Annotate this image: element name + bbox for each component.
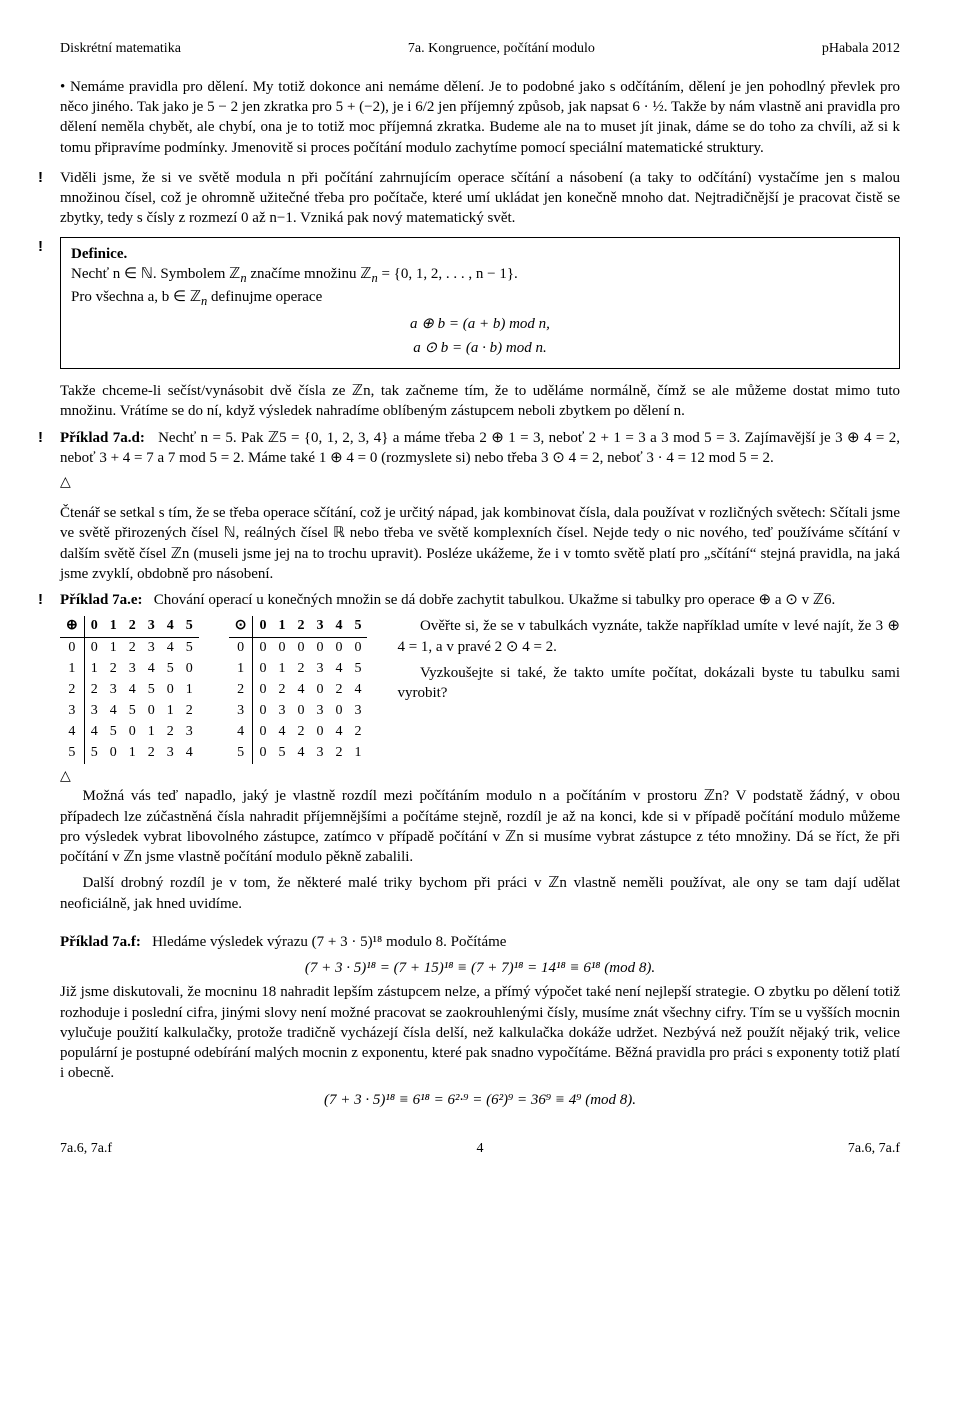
example-7ae-side1: Ověřte si, že se v tabulkách vyznáte, ta…: [397, 616, 900, 657]
header-left: Diskrétní matematika: [60, 40, 181, 59]
addition-table: ⊕012345001234511234502234501334501244501…: [60, 616, 199, 763]
definition-eq1: a ⊕ b = (a + b) mod n,: [71, 314, 889, 334]
paragraph-after-def: Takže chceme-li sečíst/vynásobit dvě čís…: [60, 381, 900, 422]
footer-left: 7a.6, 7a.f: [60, 1140, 112, 1159]
header-right: pHabala 2012: [822, 40, 900, 59]
example-7af-label: Příklad 7a.f:: [60, 934, 141, 950]
example-7ad: Příklad 7a.d: Nechť n = 5. Pak ℤ5 = {0, …: [60, 428, 900, 493]
footer-right: 7a.6, 7a.f: [848, 1140, 900, 1159]
page-footer: 7a.6, 7a.f 4 7a.6, 7a.f: [60, 1140, 900, 1159]
paragraph-operations-worlds: Čtenář se setkal s tím, že se třeba oper…: [60, 503, 900, 584]
paragraph-modula-world: Viděli jsme, že si ve světě modula n při…: [60, 168, 900, 229]
example-7af-text: Již jsme diskutovali, že mocninu 18 nahr…: [60, 982, 900, 1083]
paragraph-bullet-division: Nemáme pravidla pro dělení. My totiž dok…: [60, 77, 900, 158]
footer-center: 4: [477, 1140, 484, 1159]
example-7ae: Příklad 7a.e: Chování operací u konečnýc…: [60, 590, 900, 786]
definition-eq2: a ⊙ b = (a · b) mod n.: [71, 338, 889, 358]
example-7af: Příklad 7a.f: Hledáme výsledek výrazu (7…: [60, 932, 900, 1110]
triangle-icon: △: [60, 768, 900, 787]
paragraph-difference-modulo: Možná vás teď napadlo, jaký je vlastně r…: [60, 786, 900, 867]
example-7ad-text: Nechť n = 5. Pak ℤ5 = {0, 1, 2, 3, 4} a …: [60, 430, 900, 466]
example-7af-intro: Hledáme výsledek výrazu (7 + 3 · 5)¹⁸ mo…: [152, 934, 506, 950]
example-7ae-side2: Vyzkoušejte si také, že takto umíte počí…: [397, 663, 900, 704]
definition-line1: Nechť n ∈ ℕ. Symbolem ℤn značíme množinu…: [71, 264, 889, 287]
page-header: Diskrétní matematika 7a. Kongruence, poč…: [60, 40, 900, 59]
example-7ad-label: Příklad 7a.d:: [60, 430, 145, 446]
example-7ae-intro: Chování operací u konečných množin se dá…: [154, 592, 836, 608]
multiplication-table: ⊙012345000000010123452024024303030340420…: [229, 616, 368, 763]
triangle-icon: △: [60, 474, 900, 493]
example-7af-eq2: (7 + 3 · 5)¹⁸ ≡ 6¹⁸ = 6²·⁹ = (6²)⁹ = 36⁹…: [60, 1090, 900, 1110]
definition-block: Definice. Nechť n ∈ ℕ. Symbolem ℤn značí…: [60, 237, 900, 370]
example-7af-eq1: (7 + 3 · 5)¹⁸ = (7 + 15)¹⁸ ≡ (7 + 7)¹⁸ =…: [60, 958, 900, 978]
example-7ae-label: Příklad 7a.e:: [60, 592, 143, 608]
header-center: 7a. Kongruence, počítání modulo: [408, 40, 595, 59]
definition-title: Definice.: [71, 244, 889, 264]
paragraph-small-tricks: Další drobný rozdíl je v tom, že některé…: [60, 873, 900, 914]
definition-line2: Pro všechna a, b ∈ ℤn definujme operace: [71, 287, 889, 310]
